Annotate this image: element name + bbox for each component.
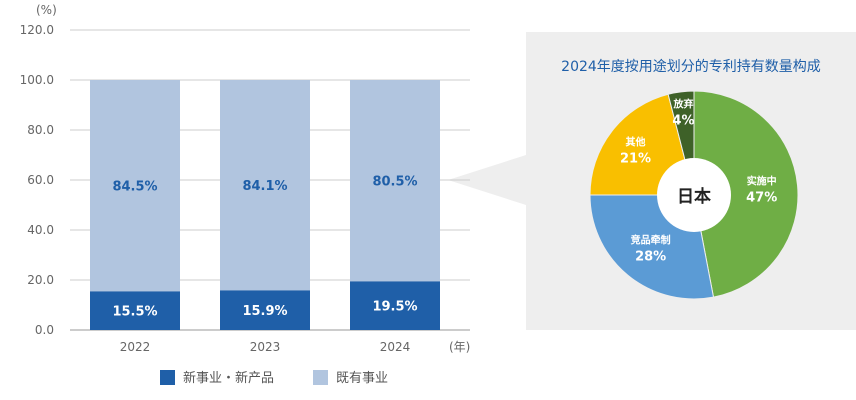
- y-tick-labels: 0.0 20.0 40.0 60.0 80.0 100.0 120.0: [20, 23, 54, 337]
- pie-title: 2024年度按用途划分的专利持有数量构成: [561, 58, 821, 75]
- bar-data-label: 19.5%: [372, 300, 417, 315]
- bar-segment-new-business: [220, 290, 310, 330]
- y-tick-label: 40.0: [27, 223, 54, 237]
- x-tick-label: 2024: [380, 340, 411, 354]
- legend-label-new-business: 新事业・新产品: [183, 370, 274, 386]
- y-unit-label: (%): [36, 3, 57, 17]
- pie-slice-value: 47%: [746, 191, 777, 206]
- bar-segment-existing-business: [220, 80, 310, 291]
- bar-data-label: 80.5%: [372, 175, 417, 190]
- pie-slice-value: 4%: [672, 114, 694, 129]
- x-unit-label: (年): [449, 340, 470, 354]
- bar-data-label: 84.1%: [242, 179, 287, 194]
- y-tick-label: 20.0: [27, 273, 54, 287]
- pie-center-hole: [657, 158, 731, 232]
- x-tick-label: 2023: [250, 340, 281, 354]
- pie-slice: [693, 90, 799, 298]
- pie-center-label: 日本: [677, 186, 711, 207]
- y-tick-label: 80.0: [27, 123, 54, 137]
- legend-swatch-existing-business: [313, 370, 328, 385]
- bar-segment-new-business: [350, 281, 440, 330]
- x-tick-label: 2022: [120, 340, 151, 354]
- legend-swatch-new-business: [160, 370, 175, 385]
- pie-slice-name: 放弃: [672, 98, 693, 111]
- callout-pointer: [448, 155, 526, 205]
- pie-slice-name: 竞品牵制: [630, 233, 671, 246]
- x-tick-labels: 2022 2023 2024: [120, 340, 411, 354]
- pie-slice-name: 其他: [626, 136, 646, 149]
- bar-data-label: 15.9%: [242, 304, 287, 319]
- bar-segment-existing-business: [350, 80, 440, 282]
- bar-segment-existing-business: [90, 80, 180, 292]
- y-tick-label: 100.0: [20, 73, 54, 87]
- bar-segment-new-business: [90, 291, 180, 330]
- pie-chart: 实施中 47% 竞品牵制 28% 其他 21% 放弃 4%: [589, 90, 799, 300]
- legend-label-existing-business: 既有事业: [336, 371, 388, 386]
- bar-data-label: 84.5%: [112, 180, 157, 195]
- y-tick-label: 0.0: [35, 323, 54, 337]
- pie-slice-name: 实施中: [747, 175, 777, 188]
- legend: 新事业・新产品 既有事业: [160, 370, 388, 386]
- bar-series: 15.5% 84.5% 15.9% 84.1% 19.5% 80.5%: [90, 80, 440, 330]
- y-tick-label: 60.0: [27, 173, 54, 187]
- y-tick-label: 120.0: [20, 23, 54, 37]
- pie-slice-value: 28%: [635, 249, 666, 264]
- pie-slice-value: 21%: [620, 152, 651, 167]
- bar-data-label: 15.5%: [112, 305, 157, 320]
